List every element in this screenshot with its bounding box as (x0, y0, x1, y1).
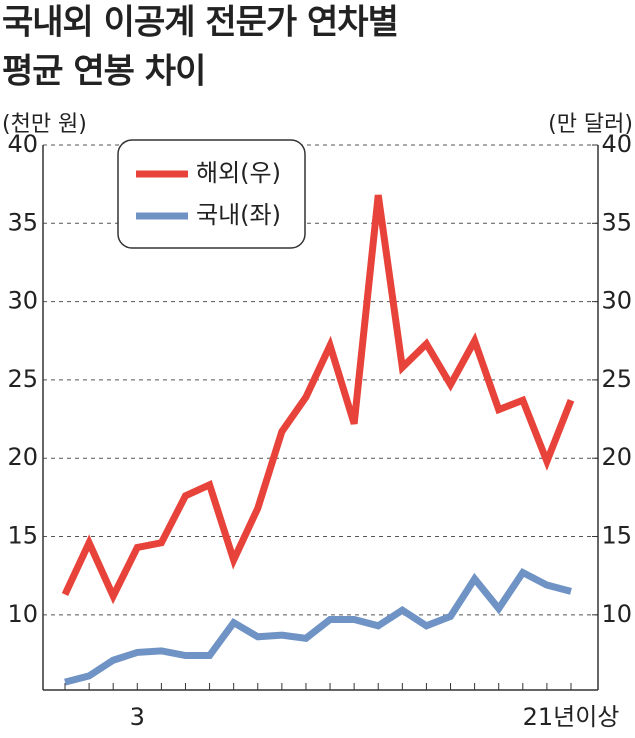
y-axis-label: (천만 원) (2, 112, 87, 137)
line-series (64, 567, 572, 686)
line-series (61, 194, 575, 605)
legend-label: 해외(우) (196, 159, 281, 187)
y-tick-label: 20 (7, 443, 38, 471)
y2-tick-label: 25 (601, 365, 632, 393)
y-tick-label: 25 (7, 365, 38, 393)
y2-tick-label: 10 (601, 600, 632, 628)
x-tick-label: 21년이상 (523, 703, 620, 731)
chart-title: 국내외 이공계 전문가 연차별 (2, 3, 398, 43)
y2-tick-label: 20 (601, 443, 632, 471)
legend-label: 국내(좌) (196, 201, 281, 229)
y-tick-label: 10 (7, 600, 38, 628)
y-tick-label: 15 (7, 522, 38, 550)
y-tick-label: 40 (7, 130, 38, 158)
y2-tick-label: 30 (601, 287, 632, 315)
y-tick-label: 35 (7, 208, 38, 236)
y2-tick-label: 40 (601, 130, 632, 158)
chart-title: 평균 연봉 차이 (2, 52, 205, 92)
y2-tick-label: 35 (601, 208, 632, 236)
x-tick-label: 3 (130, 703, 145, 731)
y2-tick-label: 15 (601, 522, 632, 550)
y-tick-label: 30 (7, 287, 38, 315)
legend-box (117, 139, 306, 249)
y2-axis-label: (만 달러) (548, 112, 633, 137)
